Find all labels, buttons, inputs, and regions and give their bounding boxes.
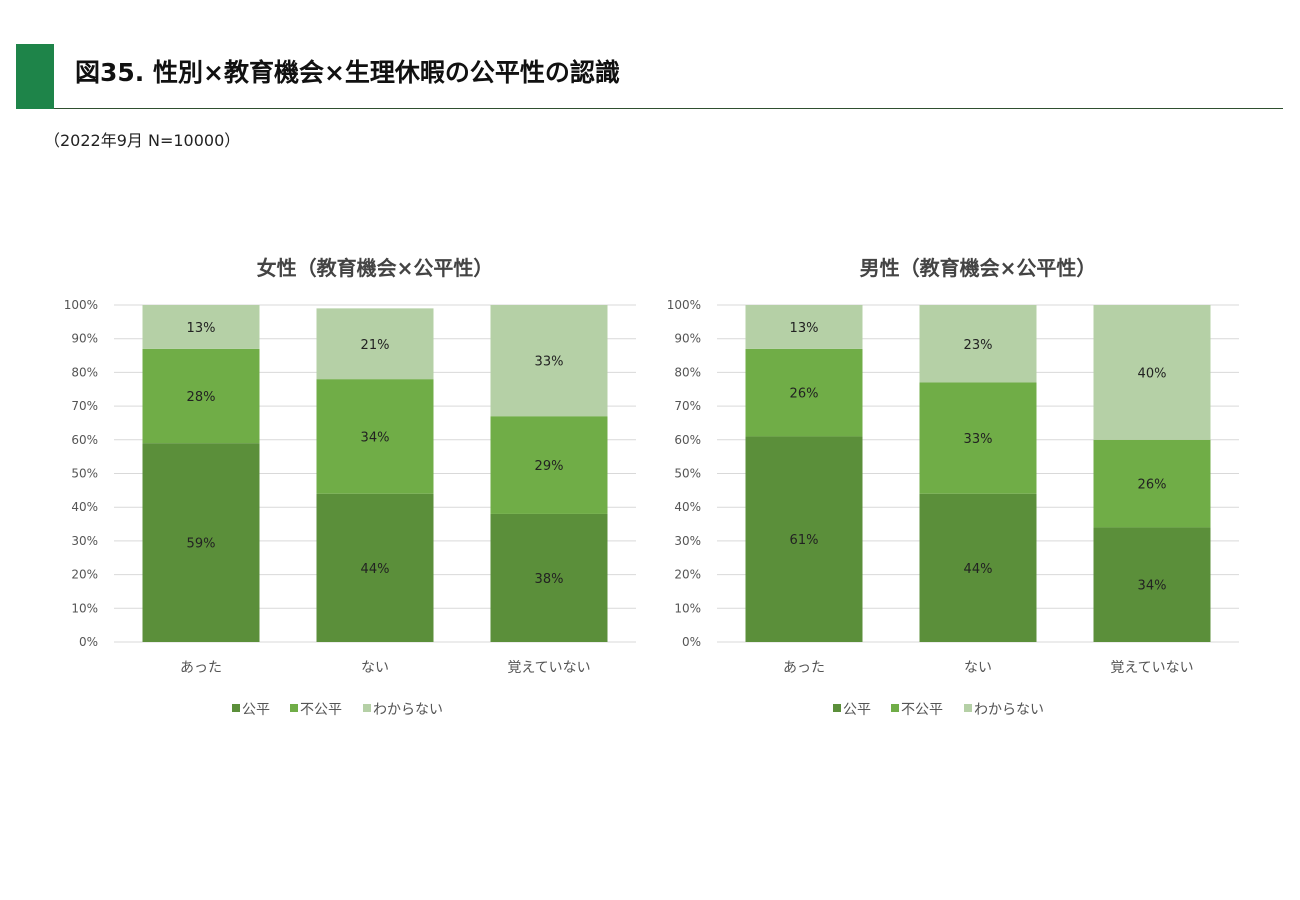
female-data-label: 33% <box>535 355 564 370</box>
male-bar-unfair <box>745 348 863 437</box>
female-y-tick-label: 40% <box>71 500 98 514</box>
female-category-label: 覚えていない <box>507 660 590 676</box>
male-category-label: ない <box>964 660 992 676</box>
female-bar-fair <box>142 443 260 642</box>
male-data-label: 33% <box>964 432 993 447</box>
female-legend-label: 不公平 <box>300 702 342 718</box>
female-bar-unfair <box>316 379 434 494</box>
header-accent-bar <box>16 44 54 109</box>
male-bar-unfair <box>919 382 1037 494</box>
male-y-tick-label: 20% <box>674 568 701 582</box>
female-data-label: 28% <box>187 390 216 405</box>
male-y-tick-label: 70% <box>674 399 701 413</box>
female-y-tick-label: 30% <box>71 534 98 548</box>
male-data-label: 26% <box>790 387 819 402</box>
page-subtitle: （2022年9月 N=10000） <box>44 131 241 150</box>
male-data-label: 40% <box>1138 366 1167 381</box>
female-data-label: 21% <box>361 338 390 353</box>
male-bar-fair <box>1093 527 1211 642</box>
female-legend-swatch <box>363 704 371 712</box>
female-y-tick-label: 80% <box>71 365 98 379</box>
male-data-label: 26% <box>1138 478 1167 493</box>
male-legend-label: 公平 <box>843 702 871 718</box>
female-category-label: あった <box>180 660 222 676</box>
female-legend-label: わからない <box>373 702 443 718</box>
female-data-label: 44% <box>361 562 390 577</box>
female-y-tick-label: 20% <box>71 568 98 582</box>
female-bar-fair <box>316 493 434 642</box>
female-legend-swatch <box>232 704 240 712</box>
male-legend-swatch <box>891 704 899 712</box>
male-category-label: あった <box>783 660 825 676</box>
male-data-label: 61% <box>790 533 819 548</box>
male-y-tick-label: 50% <box>674 467 701 481</box>
female-y-tick-label: 100% <box>64 298 98 312</box>
male-y-tick-label: 60% <box>674 433 701 447</box>
female-y-tick-label: 90% <box>71 332 98 346</box>
male-y-tick-label: 10% <box>674 601 701 615</box>
female-bar-unfair <box>142 348 260 444</box>
male-data-label: 44% <box>964 562 993 577</box>
male-category-label: 覚えていない <box>1110 660 1193 676</box>
male-y-tick-label: 100% <box>667 298 701 312</box>
male-bar-unknown <box>919 305 1037 383</box>
male-y-tick-label: 30% <box>674 534 701 548</box>
female-legend-swatch <box>290 704 298 712</box>
male-y-tick-label: 90% <box>674 332 701 346</box>
male-bar-fair <box>919 493 1037 642</box>
female-bar-unknown <box>316 308 434 380</box>
female-y-tick-label: 10% <box>71 601 98 615</box>
male-legend-swatch <box>964 704 972 712</box>
female-bar-unfair <box>490 416 608 514</box>
male-y-tick-label: 0% <box>682 635 701 649</box>
female-y-tick-label: 70% <box>71 399 98 413</box>
male-y-tick-label: 40% <box>674 500 701 514</box>
male-legend-label: わからない <box>974 702 1044 718</box>
male-chart-title: 男性（教育機会×公平性） <box>859 256 1097 280</box>
male-legend-label: 不公平 <box>901 702 943 718</box>
female-bar-fair <box>490 513 608 642</box>
male-legend-swatch <box>833 704 841 712</box>
female-y-tick-label: 0% <box>79 635 98 649</box>
female-y-tick-label: 60% <box>71 433 98 447</box>
page-title: 図35. 性別×教育機会×生理休暇の公平性の認識 <box>75 58 620 87</box>
male-bar-unknown <box>1093 305 1211 440</box>
female-category-label: ない <box>361 660 389 676</box>
female-data-label: 13% <box>187 321 216 336</box>
female-data-label: 59% <box>187 537 216 552</box>
male-y-tick-label: 80% <box>674 365 701 379</box>
female-bar-unknown <box>142 305 260 349</box>
male-data-label: 34% <box>1138 579 1167 594</box>
female-chart-title: 女性（教育機会×公平性） <box>256 256 494 280</box>
header-divider <box>54 108 1283 109</box>
male-data-label: 23% <box>964 338 993 353</box>
male-data-label: 13% <box>790 321 819 336</box>
female-y-tick-label: 50% <box>71 467 98 481</box>
female-data-label: 29% <box>535 459 564 474</box>
female-legend-label: 公平 <box>242 702 270 718</box>
female-data-label: 38% <box>535 572 564 587</box>
male-bar-unfair <box>1093 439 1211 528</box>
male-bar-fair <box>745 436 863 642</box>
female-bar-unknown <box>490 305 608 417</box>
male-bar-unknown <box>745 305 863 349</box>
female-data-label: 34% <box>361 430 390 445</box>
